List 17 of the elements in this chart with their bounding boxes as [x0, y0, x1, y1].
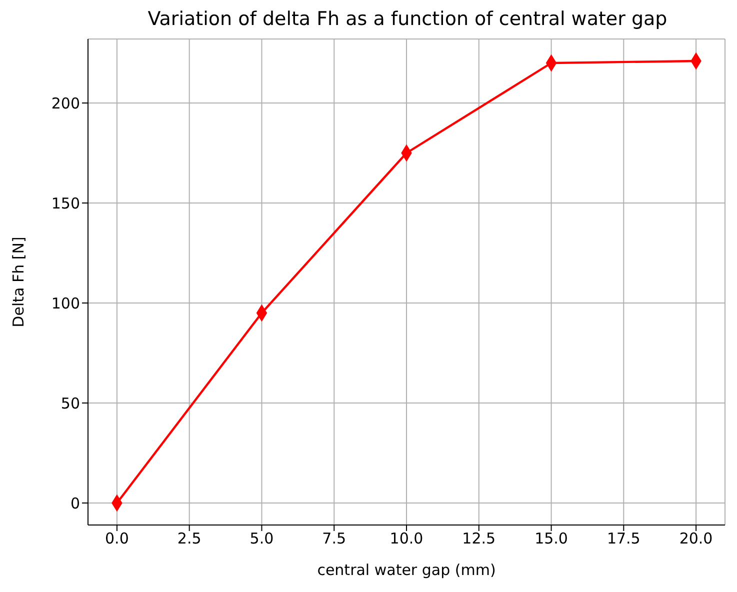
x-tick-label: 5.0 [250, 530, 274, 548]
y-tick-label: 50 [60, 394, 80, 412]
x-tick-label: 15.0 [534, 530, 568, 548]
x-tick-label: 10.0 [390, 530, 424, 548]
y-tick-label: 0 [70, 494, 80, 512]
x-tick-label: 2.5 [177, 530, 202, 548]
x-tick-label: 17.5 [606, 530, 640, 548]
x-tick-label: 20.0 [679, 530, 713, 548]
y-axis-title: Delta Fh [N] [9, 236, 28, 328]
x-tick-label: 7.5 [322, 530, 346, 548]
x-axis-title: central water gap (mm) [317, 561, 496, 579]
y-tick-label: 100 [51, 294, 80, 312]
chart-title: Variation of delta Fh as a function of central water gap [146, 8, 668, 32]
y-tick-label: 200 [51, 94, 80, 112]
x-tick-label: 0.0 [105, 530, 129, 548]
y-tick-label: 150 [51, 194, 80, 212]
x-tick-label: 12.5 [462, 530, 496, 548]
